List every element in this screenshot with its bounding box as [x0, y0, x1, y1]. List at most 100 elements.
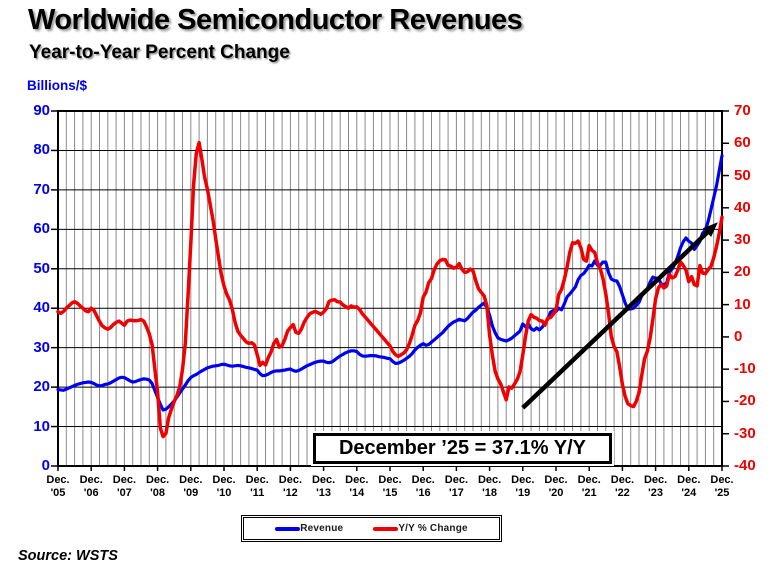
left-axis-tick-label: 60	[33, 220, 50, 238]
x-tick-year: '14	[349, 486, 365, 499]
left-axis-tick-label: 40	[33, 299, 50, 317]
x-tick-month: Dec.	[643, 474, 668, 486]
left-axis-tick-label: 90	[33, 102, 50, 119]
x-tick-month: Dec.	[710, 474, 734, 486]
right-axis-tick-label: 10	[734, 295, 751, 313]
x-tick-year: '23	[648, 486, 664, 499]
annotation-box: December ’25 = 37.1% Y/Y	[313, 433, 612, 464]
x-axis-tick-label: Dec. '24	[669, 474, 709, 499]
annotation-text: December ’25 = 37.1% Y/Y	[338, 437, 586, 459]
x-axis-tick-label: Dec. '07	[104, 474, 144, 499]
x-tick-year: '07	[116, 486, 132, 499]
x-tick-year: '06	[83, 486, 99, 499]
legend-item-revenue: Revenue	[275, 523, 343, 534]
right-axis-tick-label: 0	[734, 327, 743, 345]
x-tick-year: '12	[282, 486, 298, 499]
x-tick-month: Dec.	[179, 474, 203, 486]
x-tick-month: Dec.	[245, 474, 269, 486]
x-tick-month: Dec.	[677, 474, 701, 486]
left-axis-tick-label: 0	[41, 457, 50, 474]
left-axis-tick-label: 70	[33, 180, 50, 198]
x-tick-year: '05	[50, 486, 66, 499]
right-axis-tick-label: -40	[734, 457, 756, 474]
source-note: Source: WSTS	[18, 548, 118, 564]
x-axis-tick-label: Dec. '18	[470, 474, 510, 499]
x-tick-year: '18	[482, 486, 498, 499]
x-axis-tick-label: Dec. '22	[602, 474, 642, 499]
right-axis-tick-label: 30	[734, 231, 751, 249]
x-axis-tick-label: Dec. '15	[370, 474, 410, 499]
x-tick-month: Dec.	[112, 474, 137, 486]
x-axis-tick-label: Dec. '14	[337, 474, 377, 499]
x-axis-tick-label: Dec. '10	[204, 474, 244, 499]
x-tick-month: Dec.	[345, 474, 369, 486]
x-tick-year: '22	[614, 486, 630, 499]
left-axis-title: Billions/$	[27, 78, 88, 93]
x-tick-month: Dec.	[610, 474, 635, 486]
x-tick-year: '17	[448, 486, 464, 499]
page-title: Worldwide Semiconductor Revenues	[28, 4, 523, 36]
right-axis-tick-label: -20	[734, 392, 756, 410]
left-axis-tick-label: 80	[33, 141, 50, 159]
yoy-line-swatch	[373, 526, 399, 531]
x-tick-year: '08	[150, 486, 166, 499]
x-tick-month: Dec.	[477, 474, 502, 486]
x-tick-year: '15	[382, 486, 398, 499]
x-tick-month: Dec.	[278, 474, 303, 486]
x-tick-month: Dec.	[444, 474, 469, 486]
x-tick-year: '24	[681, 486, 697, 499]
legend-label-revenue: Revenue	[300, 523, 344, 534]
x-axis-tick-label: Dec. '21	[569, 474, 609, 499]
x-tick-year: '16	[415, 486, 431, 499]
trend-arrow-line	[521, 226, 713, 410]
x-tick-month: Dec.	[212, 474, 236, 486]
left-axis-tick-label: 50	[33, 259, 50, 277]
x-tick-year: '21	[581, 486, 597, 499]
x-tick-year: '19	[515, 486, 531, 499]
x-tick-month: Dec.	[378, 474, 402, 486]
revenue-line	[56, 154, 724, 412]
x-tick-month: Dec.	[511, 474, 535, 486]
x-tick-month: Dec.	[577, 474, 601, 486]
x-axis-tick-label: Dec. '12	[270, 474, 310, 499]
x-tick-year: '20	[548, 486, 564, 499]
legend-item-yoy: Y/Y % Change	[373, 523, 468, 534]
x-tick-year: '09	[183, 486, 199, 499]
x-axis-tick-label: Dec. '09	[171, 474, 211, 499]
x-axis-tick-label: Dec. '11	[237, 474, 277, 499]
x-axis-tick-label: Dec. '20	[536, 474, 576, 499]
x-axis-tick-label: Dec. '05	[38, 474, 78, 499]
right-axis-tick-label: 60	[734, 134, 751, 152]
x-tick-month: Dec.	[544, 474, 568, 486]
x-axis-tick-label: Dec. '16	[403, 474, 443, 499]
right-axis-tick-label: 40	[734, 198, 751, 216]
page-subtitle: Year-to-Year Percent Change	[29, 42, 290, 63]
x-tick-year: '10	[216, 486, 232, 499]
yoy-change-line	[56, 140, 724, 439]
x-axis-tick-label: Dec. '13	[304, 474, 344, 499]
right-axis-tick-label: 20	[734, 263, 751, 281]
x-axis-tick-label: Dec. '08	[138, 474, 178, 499]
x-tick-year: '13	[316, 486, 332, 499]
left-axis-tick-label: 10	[33, 417, 50, 435]
right-axis-tick-label: 70	[734, 102, 751, 119]
left-axis-tick-label: 30	[33, 338, 50, 356]
x-tick-year: '25	[714, 486, 730, 499]
x-tick-month: Dec.	[79, 474, 103, 486]
x-axis-tick-label: Dec. '19	[503, 474, 543, 499]
x-axis-tick-label: Dec. '06	[71, 474, 111, 499]
right-axis-tick-label: -10	[734, 360, 756, 378]
x-axis-tick-label: Dec. '25	[702, 474, 742, 499]
x-tick-month: Dec.	[46, 474, 70, 486]
x-axis-tick-label: Dec. '23	[636, 474, 676, 499]
legend: Revenue Y/Y % Change	[241, 515, 502, 542]
right-axis-tick-label: -30	[734, 424, 756, 442]
trend-arrow-head	[702, 222, 718, 237]
x-tick-month: Dec.	[311, 474, 336, 486]
legend-label-yoy: Y/Y % Change	[398, 523, 468, 534]
left-axis-tick-label: 20	[33, 378, 50, 396]
x-axis-tick-label: Dec. '17	[436, 474, 476, 499]
x-tick-month: Dec.	[145, 474, 170, 486]
